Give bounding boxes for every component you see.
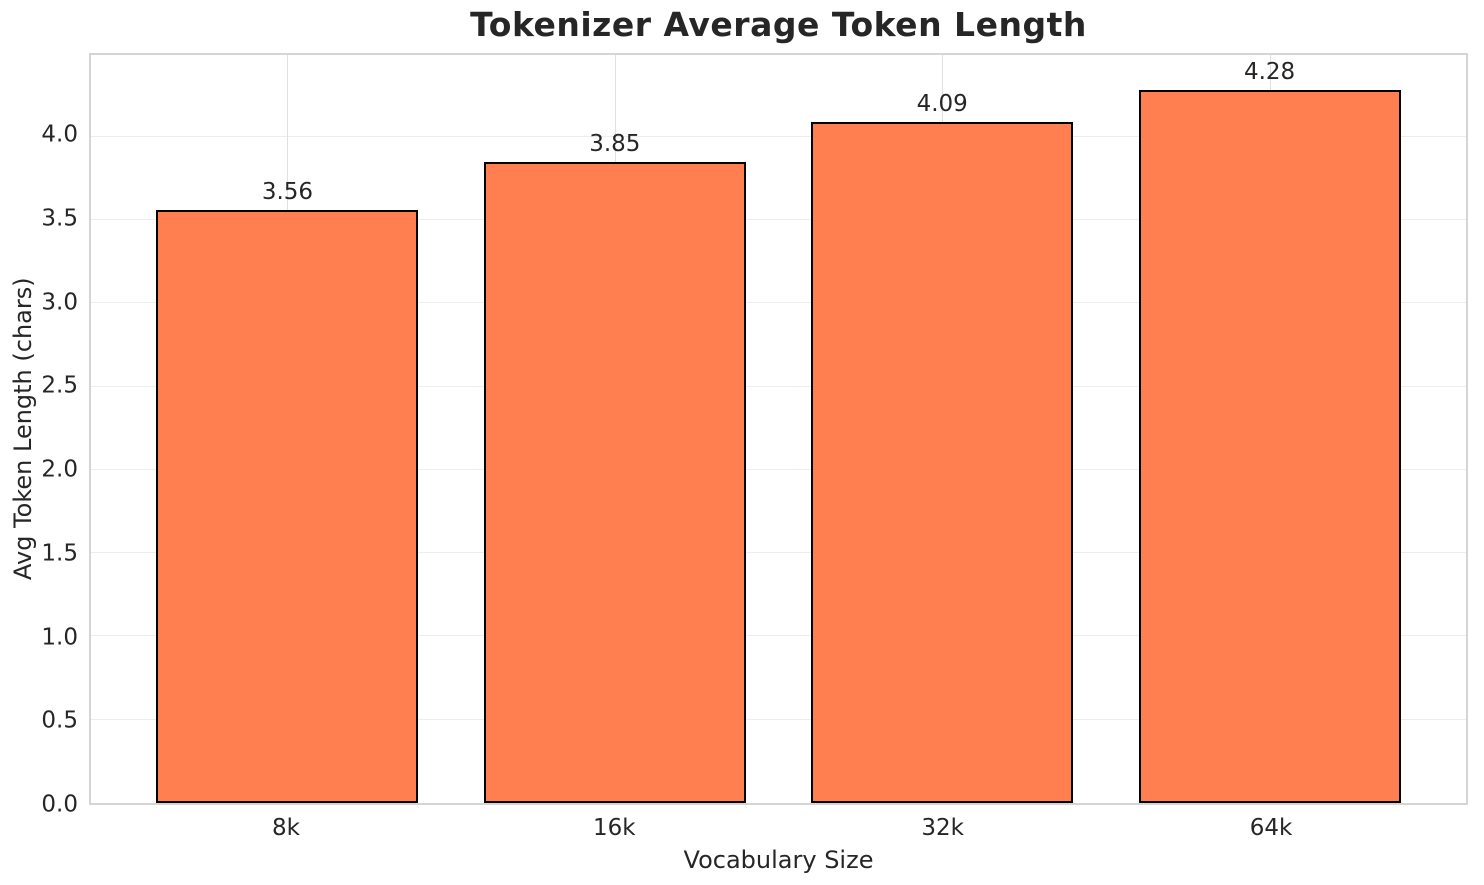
bar-value-label: 4.28	[1243, 59, 1296, 85]
x-axis-ticks: 8k 16k 32k 64k	[89, 805, 1468, 850]
bar	[156, 209, 419, 803]
y-tick-label: 1.5	[41, 540, 78, 567]
y-axis-label: Avg Token Length (chars)	[9, 277, 37, 581]
bar-value-label: 4.09	[916, 90, 968, 117]
y-tick-label: 2.0	[41, 456, 78, 483]
x-tick-label: 8k	[272, 815, 300, 841]
bar-value-label: 3.85	[589, 130, 641, 157]
horizontal-gridline	[91, 218, 1466, 220]
horizontal-gridline	[91, 552, 1466, 554]
y-axis-ticks: 0.0 0.5 1.0 1.5 2.0 2.5 3.0 3.5 4.0	[0, 53, 78, 816]
y-tick-label: 1.0	[41, 624, 78, 651]
plot-area: 3.56 3.85 4.09 4.28	[89, 53, 1468, 805]
y-tick-label: 3.5	[41, 205, 78, 232]
horizontal-gridline	[91, 135, 1466, 137]
x-tick-label: 32k	[921, 815, 964, 841]
x-axis-label: Vocabulary Size	[683, 846, 874, 874]
y-tick-label: 0.0	[41, 791, 78, 818]
y-tick-label: 0.5	[41, 707, 78, 734]
horizontal-gridline	[91, 468, 1466, 470]
y-tick-label: 2.5	[41, 372, 78, 399]
horizontal-gridline	[91, 718, 1466, 720]
horizontal-gridline	[91, 635, 1466, 637]
bar	[483, 161, 746, 803]
horizontal-gridline	[91, 302, 1466, 304]
y-tick-label: 3.0	[41, 289, 78, 316]
x-tick-label: 16k	[593, 815, 636, 841]
x-tick-label: 64k	[1249, 815, 1293, 841]
horizontal-gridline	[91, 385, 1466, 387]
bar	[1138, 90, 1401, 803]
chart-title: Tokenizer Average Token Length	[470, 5, 1087, 44]
y-tick-label: 4.0	[41, 121, 78, 148]
bar	[811, 121, 1074, 803]
bar-value-label: 3.56	[261, 178, 314, 205]
